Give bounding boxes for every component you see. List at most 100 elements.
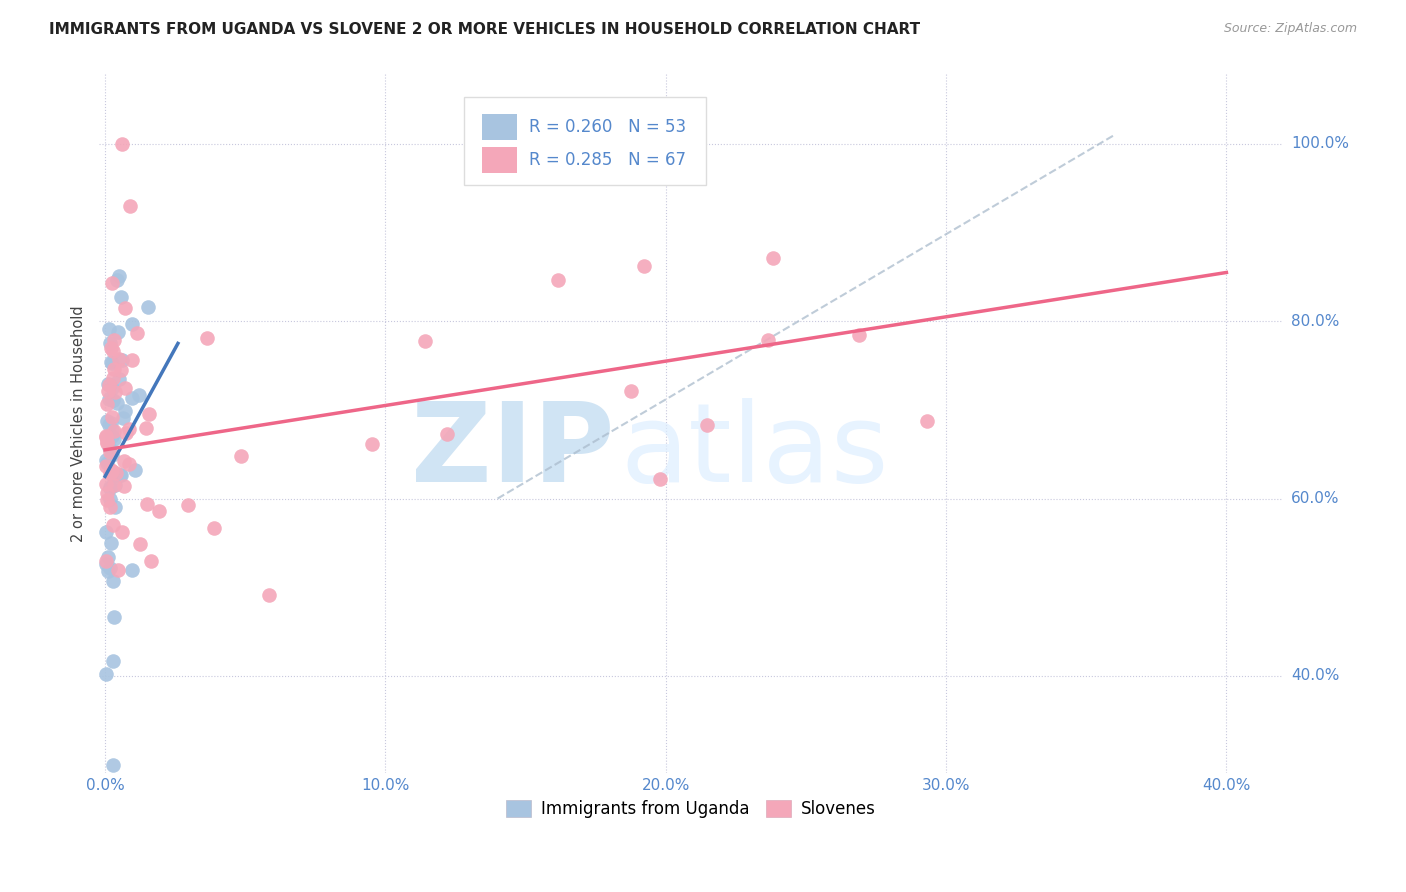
Point: [103, 333, 125, 347]
Point: [100, 417, 122, 431]
Point: [110, 363, 132, 377]
Point: [436, 427, 458, 442]
Text: IMMIGRANTS FROM UGANDA VS SLOVENE 2 OR MORE VEHICLES IN HOUSEHOLD CORRELATION CH: IMMIGRANTS FROM UGANDA VS SLOVENE 2 OR M…: [49, 22, 921, 37]
Point: [110, 468, 132, 483]
Point: [96, 493, 118, 508]
Point: [107, 351, 129, 366]
Point: [101, 468, 124, 483]
Point: [103, 478, 125, 492]
Text: atlas: atlas: [620, 398, 889, 505]
Point: [98, 561, 121, 575]
Point: [101, 393, 124, 408]
Point: [98, 466, 121, 480]
Point: [633, 260, 655, 274]
Point: [103, 654, 125, 668]
Point: [756, 333, 779, 347]
Point: [177, 498, 200, 512]
Point: [202, 520, 225, 534]
Point: [97, 392, 120, 407]
Point: [103, 610, 125, 624]
Point: [98, 336, 121, 351]
Point: [103, 757, 125, 772]
Point: [118, 457, 141, 471]
Bar: [482, 113, 517, 140]
Point: [96, 397, 118, 411]
Text: 40.0%: 40.0%: [1291, 668, 1339, 683]
Point: [121, 564, 143, 578]
Point: [128, 387, 150, 401]
Legend: Immigrants from Uganda, Slovenes: Immigrants from Uganda, Slovenes: [499, 793, 883, 824]
Point: [105, 466, 128, 480]
Point: [547, 273, 569, 287]
Point: [100, 465, 122, 479]
Point: [195, 331, 218, 345]
Text: 100.0%: 100.0%: [1291, 136, 1348, 152]
Point: [915, 414, 938, 428]
Point: [139, 554, 162, 568]
Point: [620, 384, 643, 399]
Point: [118, 422, 141, 436]
Point: [121, 353, 143, 368]
Point: [134, 421, 156, 435]
Text: ZIP: ZIP: [411, 398, 614, 505]
Point: [136, 300, 159, 314]
Point: [98, 378, 121, 392]
Point: [103, 477, 125, 491]
Point: [762, 251, 785, 265]
Text: Source: ZipAtlas.com: Source: ZipAtlas.com: [1223, 22, 1357, 36]
Point: [97, 549, 120, 564]
Point: [96, 435, 118, 450]
Point: [101, 276, 124, 290]
Point: [96, 413, 118, 427]
Point: [648, 472, 671, 486]
Point: [259, 588, 281, 602]
Point: [96, 453, 118, 467]
Point: [104, 384, 127, 399]
Point: [96, 456, 118, 470]
Point: [100, 463, 122, 477]
Point: [101, 517, 124, 532]
Point: [96, 525, 118, 540]
Point: [124, 463, 146, 477]
Point: [107, 325, 129, 339]
Y-axis label: 2 or more Vehicles in Household: 2 or more Vehicles in Household: [72, 305, 86, 541]
Point: [111, 352, 134, 367]
Text: 80.0%: 80.0%: [1291, 314, 1339, 329]
Point: [97, 564, 120, 578]
Point: [101, 448, 124, 462]
Point: [360, 436, 382, 450]
Point: [98, 444, 121, 458]
Point: [231, 449, 253, 463]
Point: [101, 392, 124, 407]
Point: [98, 480, 121, 494]
Point: [100, 341, 122, 355]
Point: [107, 396, 129, 410]
Point: [96, 429, 118, 443]
Point: [107, 563, 129, 577]
Point: [98, 492, 121, 507]
Point: [103, 371, 125, 385]
Point: [114, 381, 136, 395]
Text: R = 0.260   N = 53: R = 0.260 N = 53: [529, 118, 686, 136]
Point: [100, 428, 122, 442]
Point: [413, 334, 436, 348]
Point: [111, 525, 134, 540]
Point: [100, 355, 122, 369]
Point: [114, 301, 136, 315]
Point: [101, 423, 124, 437]
Point: [97, 376, 120, 391]
Point: [127, 326, 149, 340]
Point: [148, 504, 170, 518]
Point: [98, 417, 121, 432]
Point: [98, 500, 121, 515]
Point: [129, 537, 152, 551]
Point: [108, 467, 131, 482]
Point: [101, 409, 124, 424]
Point: [100, 536, 122, 550]
Point: [108, 269, 131, 284]
Point: [96, 553, 118, 567]
Point: [111, 136, 134, 151]
Point: [138, 407, 160, 421]
Point: [97, 440, 120, 454]
Point: [97, 384, 120, 399]
